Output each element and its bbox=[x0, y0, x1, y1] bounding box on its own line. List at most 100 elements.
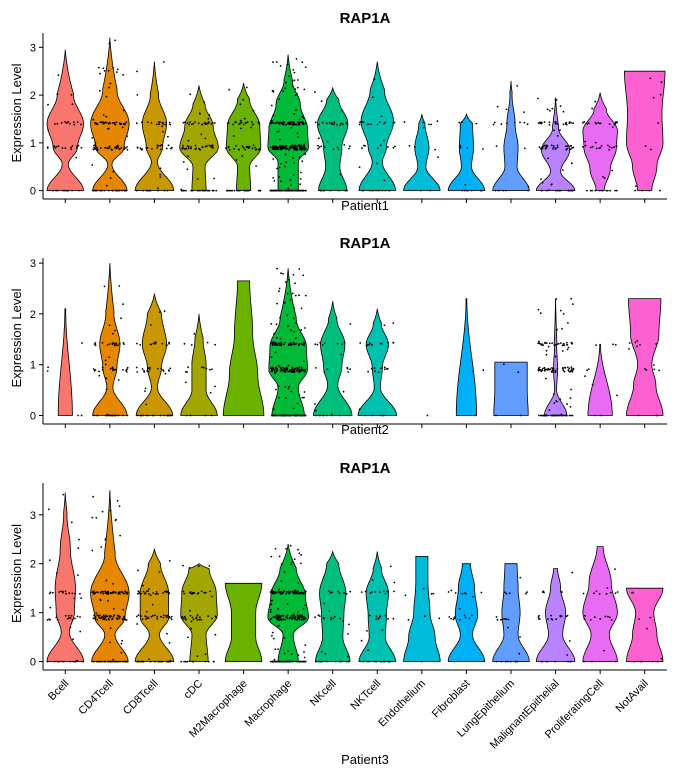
data-point bbox=[349, 145, 351, 148]
data-point bbox=[653, 364, 655, 366]
data-point bbox=[156, 123, 158, 126]
data-point bbox=[206, 145, 209, 147]
data-point bbox=[96, 660, 99, 663]
data-point bbox=[238, 148, 240, 151]
data-point bbox=[211, 617, 213, 620]
data-point bbox=[343, 144, 346, 146]
data-point bbox=[374, 591, 377, 593]
data-point bbox=[423, 615, 426, 618]
data-point bbox=[641, 660, 644, 663]
x-tick-label: NKTcell bbox=[349, 678, 384, 713]
data-point bbox=[101, 121, 104, 124]
data-point bbox=[124, 147, 127, 150]
data-point bbox=[591, 383, 594, 386]
data-point bbox=[288, 592, 291, 595]
data-point bbox=[124, 591, 127, 594]
data-point bbox=[111, 343, 114, 346]
data-point bbox=[562, 369, 565, 372]
data-point bbox=[272, 177, 275, 179]
data-point bbox=[291, 343, 293, 346]
data-point bbox=[239, 103, 242, 106]
data-point bbox=[572, 122, 575, 125]
data-point bbox=[196, 189, 199, 192]
data-point bbox=[614, 592, 617, 594]
data-point bbox=[255, 148, 258, 151]
data-point bbox=[582, 146, 584, 148]
data-point bbox=[540, 370, 543, 373]
data-point bbox=[136, 146, 139, 149]
data-point bbox=[170, 147, 172, 150]
data-point bbox=[278, 122, 280, 125]
data-point bbox=[94, 143, 97, 146]
data-point bbox=[105, 115, 108, 118]
data-point bbox=[119, 660, 121, 663]
violin-NKcell bbox=[315, 550, 351, 662]
y-tick-label: 2 bbox=[30, 90, 36, 102]
data-point bbox=[109, 592, 112, 595]
violin-NKcell bbox=[317, 86, 349, 191]
data-point bbox=[276, 336, 278, 339]
data-point bbox=[73, 123, 76, 126]
data-point bbox=[296, 132, 299, 135]
data-point bbox=[363, 414, 366, 417]
data-point bbox=[567, 660, 569, 663]
data-point bbox=[278, 130, 280, 133]
data-point bbox=[286, 147, 289, 150]
data-point bbox=[285, 81, 287, 84]
data-point bbox=[285, 144, 287, 147]
data-point bbox=[407, 618, 410, 621]
data-point bbox=[547, 189, 550, 192]
data-point bbox=[166, 189, 169, 192]
violin-CD4Tcell bbox=[92, 263, 128, 416]
data-point bbox=[156, 367, 159, 370]
data-point bbox=[94, 592, 97, 594]
data-point bbox=[278, 414, 281, 417]
data-point bbox=[321, 650, 323, 653]
data-point bbox=[495, 660, 498, 663]
data-point bbox=[189, 121, 192, 123]
data-point bbox=[589, 618, 592, 621]
data-point bbox=[377, 617, 380, 620]
data-point bbox=[145, 403, 148, 406]
data-point bbox=[242, 146, 245, 149]
data-point bbox=[302, 274, 305, 277]
data-point bbox=[141, 368, 144, 370]
data-point bbox=[393, 590, 395, 593]
data-point bbox=[156, 593, 159, 595]
data-point bbox=[359, 121, 361, 124]
data-point bbox=[272, 145, 275, 147]
data-point bbox=[293, 113, 296, 115]
data-point bbox=[195, 617, 198, 620]
data-point bbox=[47, 103, 49, 106]
data-point bbox=[123, 592, 125, 595]
data-point bbox=[112, 590, 115, 593]
data-point bbox=[158, 571, 161, 573]
data-point bbox=[570, 121, 572, 124]
data-point bbox=[102, 114, 105, 116]
data-point bbox=[656, 414, 659, 417]
data-point bbox=[537, 308, 540, 311]
data-point bbox=[648, 189, 651, 192]
data-point bbox=[150, 324, 152, 326]
data-point bbox=[292, 189, 294, 192]
x-tick-label: NKcell bbox=[308, 678, 339, 709]
data-point bbox=[55, 145, 58, 148]
data-point bbox=[606, 189, 609, 192]
data-point bbox=[295, 189, 297, 192]
data-point bbox=[286, 603, 289, 605]
data-point bbox=[278, 660, 280, 663]
data-point bbox=[552, 145, 555, 147]
data-point bbox=[302, 592, 305, 595]
data-point bbox=[292, 69, 295, 71]
data-point bbox=[106, 615, 109, 618]
data-point bbox=[280, 614, 283, 617]
data-point bbox=[96, 146, 98, 149]
data-point bbox=[280, 563, 283, 566]
data-point bbox=[206, 189, 209, 192]
data-point bbox=[117, 660, 120, 663]
data-point bbox=[566, 343, 568, 346]
data-point bbox=[201, 189, 204, 192]
data-point bbox=[612, 343, 614, 346]
data-point bbox=[382, 660, 385, 663]
data-point bbox=[125, 660, 128, 663]
